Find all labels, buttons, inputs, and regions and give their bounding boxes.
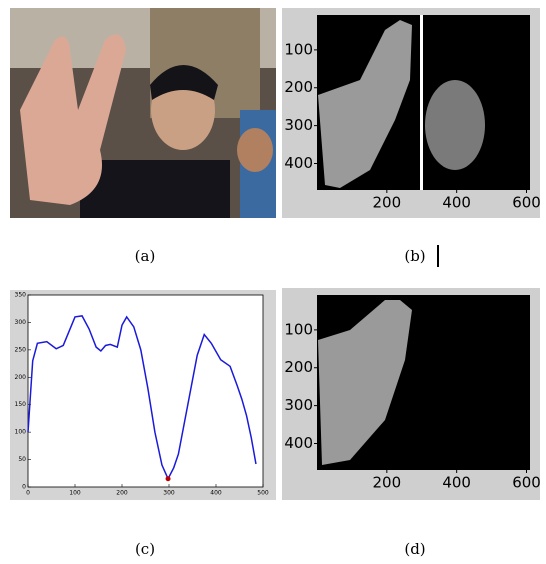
x-tick-label: 400 [442,194,471,212]
y-tick-label: 400 [284,434,313,452]
face-region [425,80,485,170]
panel-label: (c) [135,540,155,558]
x-tick-label: 200 [116,490,128,497]
minimum-marker [165,476,171,482]
hand-region [318,300,412,465]
plot-area [27,294,264,488]
divider [420,15,423,190]
x-tick-label: 100 [69,490,81,497]
y-tick-label: 250 [15,346,27,353]
hand-region [318,20,412,188]
x-tick-label: 300 [163,490,175,497]
x-tick-label: 400 [210,490,222,497]
y-tick-label: 300 [284,396,313,414]
line [27,315,257,481]
x-tick-label: 600 [512,194,541,212]
y-tick-label: 350 [15,292,27,299]
x-tick-label: 500 [257,490,269,497]
y-tick-label: 300 [15,319,27,326]
y-tick-label: 100 [15,429,27,436]
y-tick-label: 200 [15,374,27,381]
y-tick-label: 200 [284,78,313,96]
x-tick-label: 400 [442,474,471,492]
x-tick-label: 600 [512,474,541,492]
y-tick-label: 300 [284,116,313,134]
photo [10,8,276,218]
y-tick-label: 100 [284,320,313,338]
y-tick-label: 50 [18,456,26,463]
panel-label: (b) [404,247,425,265]
y-tick-label: 150 [15,401,27,408]
x-tick-label: 200 [373,474,402,492]
panel-label: (a) [135,247,156,265]
y-tick-label: 200 [284,358,313,376]
y-tick-label: 100 [284,40,313,58]
y-tick-label: 0 [22,484,26,491]
x-tick-label: 200 [373,194,402,212]
y-tick-label: 400 [284,154,313,172]
cursor [437,245,439,267]
x-tick-label: 0 [26,490,30,497]
panel-label: (d) [404,540,425,558]
